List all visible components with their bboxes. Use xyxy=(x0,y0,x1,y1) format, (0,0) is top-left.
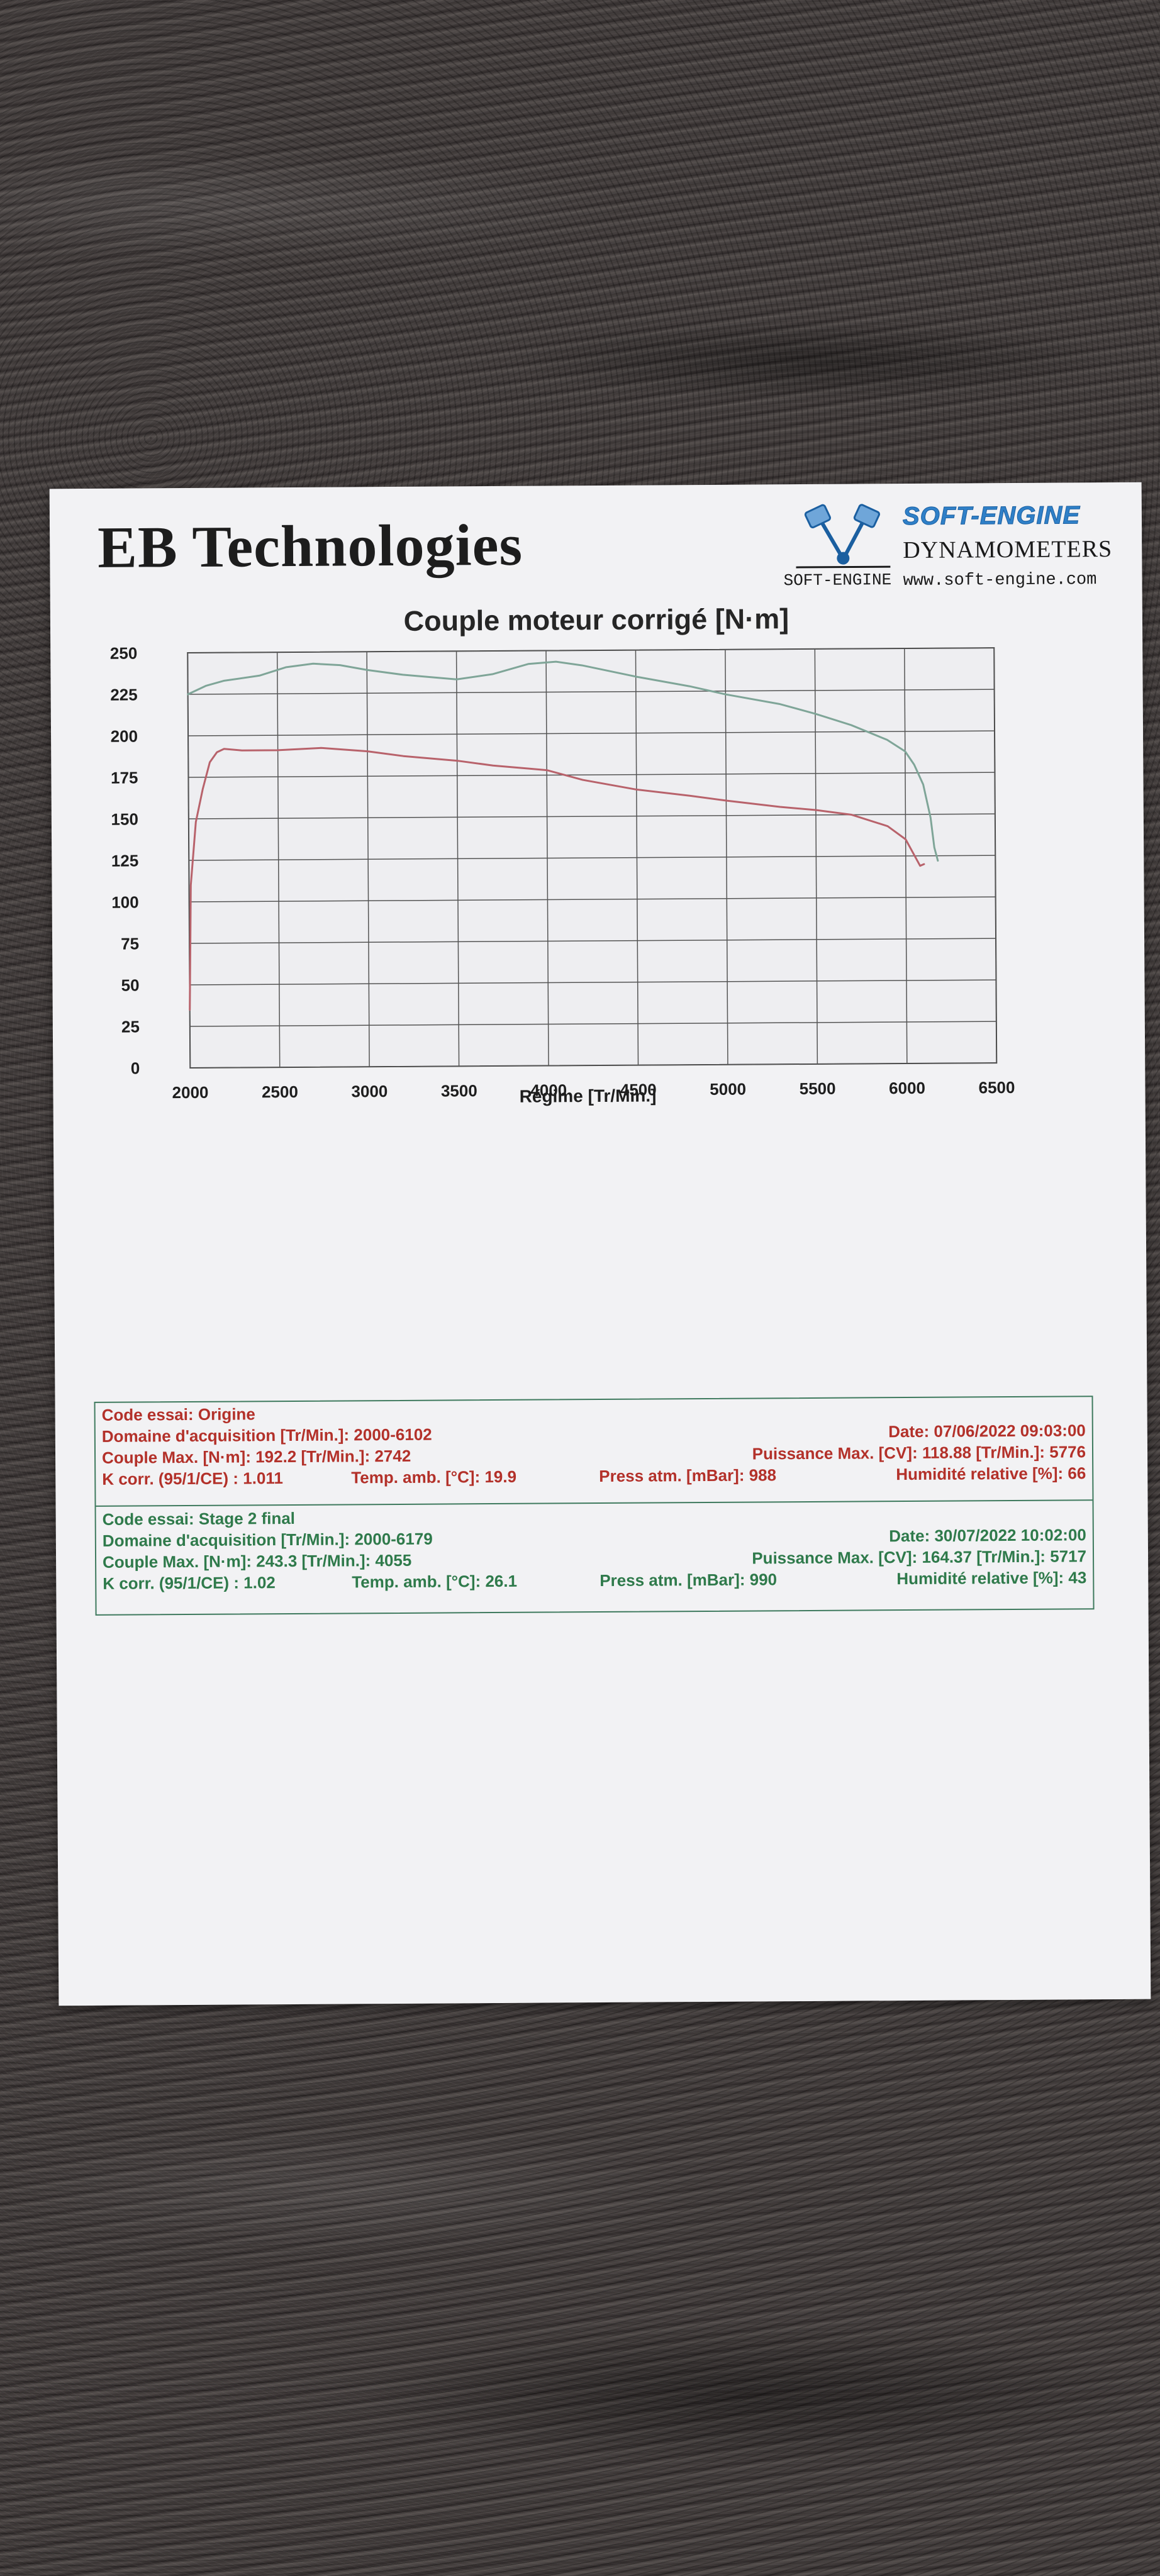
chart-title: Couple moteur corrigé [N·m] xyxy=(403,602,789,637)
test-puissance-max: Puissance Max. [CV]: 164.37 [Tr/Min.]: 5… xyxy=(752,1546,1087,1568)
test-block-origine: Code essai: Origine Domaine d'acquisitio… xyxy=(102,1398,1086,1490)
y-tick-label: 50 xyxy=(121,975,139,994)
test-domain: Domaine d'acquisition [Tr/Min.]: 2000-61… xyxy=(102,1529,433,1550)
chart-series xyxy=(187,660,939,1011)
test-block-stage2: Code essai: Stage 2 final Domaine d'acqu… xyxy=(103,1502,1087,1594)
test-date: Date: 07/06/2022 09:03:00 xyxy=(888,1421,1086,1441)
y-grid-line xyxy=(188,813,995,819)
test-couple-max: Couple Max. [N·m]: 192.2 [Tr/Min.]: 2742 xyxy=(101,1446,411,1467)
x-tick-label: 3000 xyxy=(351,1082,388,1101)
test-temp: Temp. amb. [°C]: 26.1 xyxy=(352,1571,518,1592)
y-grid-line xyxy=(187,647,995,653)
x-axis-label: Régime [Tr/Min.] xyxy=(520,1085,657,1106)
x-tick-label: 3500 xyxy=(441,1081,477,1100)
y-grid-line xyxy=(189,1021,996,1027)
x-tick-label: 6000 xyxy=(889,1079,925,1097)
y-grid-line xyxy=(190,1062,997,1069)
brand-title: EB Technologies xyxy=(97,512,523,580)
y-tick-label: 25 xyxy=(121,1017,140,1036)
x-tick-label: 2500 xyxy=(262,1082,298,1101)
y-tick-label: 200 xyxy=(111,726,138,745)
y-grid-line xyxy=(188,730,995,736)
y-tick-label: 250 xyxy=(110,643,138,662)
test-code: Code essai: Stage 2 final xyxy=(102,1508,296,1529)
test-press: Press atm. [mBar]: 990 xyxy=(600,1570,778,1591)
test-domain: Domaine d'acquisition [Tr/Min.]: 2000-61… xyxy=(101,1424,432,1446)
soft-engine-logo: SOFT-ENGINE DYNAMOMETERS SOFT-ENGINE www… xyxy=(783,500,1112,602)
chart-grid xyxy=(187,647,998,1069)
logo-url: www.soft-engine.com xyxy=(903,570,1097,591)
logo-subtitle: DYNAMOMETERS xyxy=(903,536,1113,564)
logo-small-wordmark: SOFT-ENGINE xyxy=(783,570,892,591)
test-press: Press atm. [mBar]: 988 xyxy=(599,1465,777,1486)
test-code: Code essai: Origine xyxy=(101,1404,255,1424)
series-line-1 xyxy=(189,747,925,1011)
y-tick-labels: 0 25 50 75 100 125 150 175 200 225 250 xyxy=(110,643,140,1077)
y-grid-line xyxy=(188,772,995,778)
test-humidity: Humidité relative [%]: 66 xyxy=(896,1463,1086,1484)
y-tick-label: 150 xyxy=(111,809,138,828)
test-kcorr: K corr. (95/1/CE) : 1.02 xyxy=(103,1573,276,1593)
y-grid-line xyxy=(187,689,995,695)
torque-chart: 0 25 50 75 100 125 150 175 200 225 250 2000 2500 300… xyxy=(110,643,1015,1106)
test-couple-max: Couple Max. [N·m]: 243.3 [Tr/Min.]: 4055 xyxy=(102,1550,412,1572)
x-tick-label: 4500 xyxy=(620,1080,657,1099)
y-tick-label: 75 xyxy=(121,934,139,953)
x-tick-labels: 2000 2500 3000 3500 4000 4500 5000 5500 6000 6500 xyxy=(172,1078,1015,1102)
test-info-box: Code essai: Origine Domaine d'acquisitio… xyxy=(94,1396,1095,1616)
y-grid-line xyxy=(189,979,996,985)
test-puissance-max: Puissance Max. [CV]: 118.88 [Tr/Min.]: 5… xyxy=(752,1442,1086,1463)
x-tick-label: 6500 xyxy=(978,1078,1015,1097)
x-tick-label: 2000 xyxy=(172,1083,209,1102)
dyno-sheet: EB Technologies SOFT-ENGINE DYNAMOMETERS… xyxy=(49,482,1151,2006)
test-humidity: Humidité relative [%]: 43 xyxy=(896,1568,1087,1589)
y-tick-label: 225 xyxy=(110,685,138,704)
x-tick-label: 5500 xyxy=(800,1079,836,1098)
x-tick-label: 4000 xyxy=(530,1080,567,1099)
y-grid-line xyxy=(189,855,996,861)
test-temp: Temp. amb. [°C]: 19.9 xyxy=(351,1467,517,1487)
series-line-2 xyxy=(187,660,939,862)
x-tick-label: 5000 xyxy=(710,1080,746,1099)
pistons-icon xyxy=(796,504,891,569)
y-grid-line xyxy=(189,938,996,944)
logo-wordmark: SOFT-ENGINE xyxy=(902,501,1081,531)
y-tick-label: 125 xyxy=(111,851,139,870)
test-date: Date: 30/07/2022 10:02:00 xyxy=(889,1525,1086,1546)
test-kcorr: K corr. (95/1/CE) : 1.011 xyxy=(102,1468,283,1489)
y-tick-label: 0 xyxy=(131,1058,140,1077)
y-tick-label: 175 xyxy=(111,768,138,787)
y-grid-line xyxy=(189,896,996,902)
y-tick-label: 100 xyxy=(111,892,139,911)
